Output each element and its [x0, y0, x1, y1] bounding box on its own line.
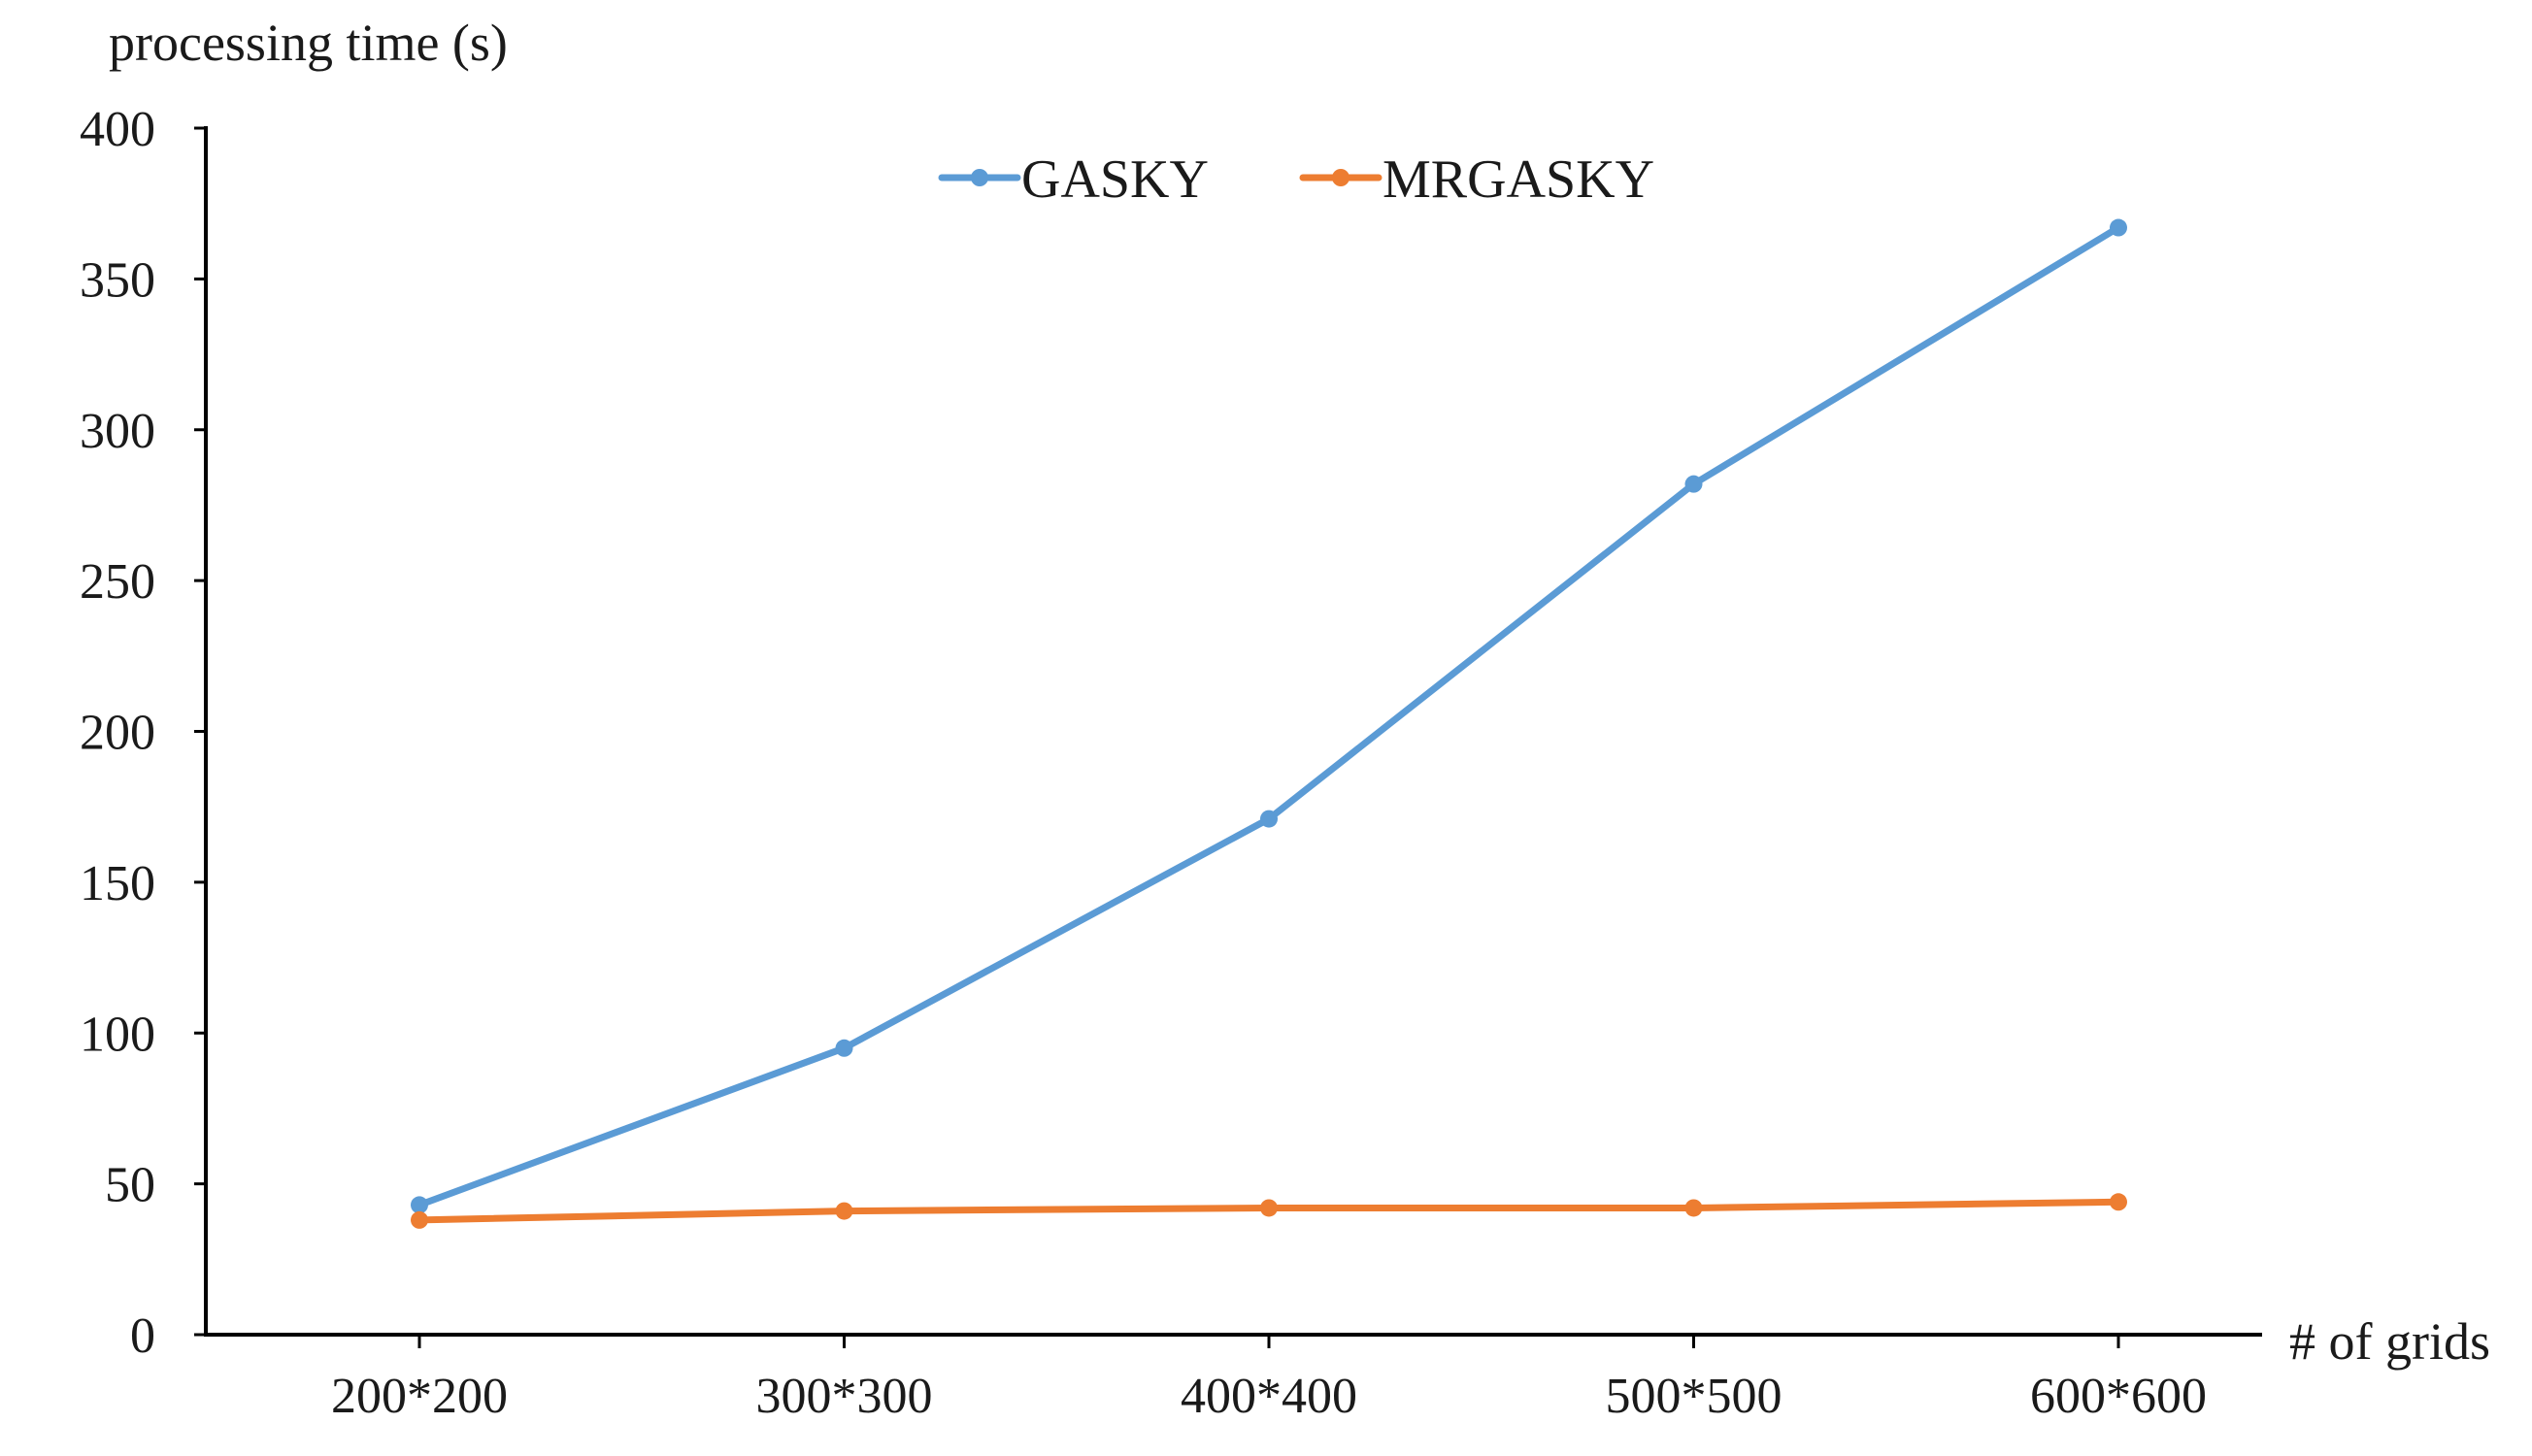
- data-point-gasky: [411, 1196, 428, 1214]
- legend-label-gasky: GASKY: [1021, 149, 1209, 210]
- data-point-gasky: [1684, 475, 1703, 493]
- y-tick-label: 0: [130, 1308, 155, 1364]
- data-point-mrgasky: [835, 1202, 853, 1220]
- data-point-gasky: [835, 1039, 853, 1057]
- series-layer: [411, 218, 2127, 1229]
- x-axis-ticks: 200*200 300*300 400*400 500*500 600*600: [331, 1335, 2207, 1424]
- data-point-mrgasky: [1684, 1199, 1703, 1217]
- data-point-gasky: [2110, 218, 2127, 237]
- data-point-mrgasky: [2110, 1193, 2127, 1211]
- y-tick-label: 350: [80, 252, 155, 308]
- y-axis-title: processing time (s): [109, 14, 508, 72]
- y-tick-label: 400: [80, 102, 155, 157]
- x-tick-label: 200*200: [331, 1369, 508, 1424]
- y-tick-label: 300: [80, 404, 155, 459]
- series-line-gasky: [416, 224, 2122, 1208]
- x-tick-label: 400*400: [1181, 1369, 1357, 1424]
- y-tick-label: 250: [80, 554, 155, 610]
- legend: GASKY MRGASKY: [938, 149, 1654, 210]
- y-tick-label: 150: [80, 856, 155, 911]
- data-point-mrgasky: [1260, 1199, 1278, 1217]
- y-tick-label: 50: [105, 1158, 155, 1213]
- y-axis-ticks: 0 50 100 150 200 250 300 350 400: [80, 102, 206, 1364]
- data-point-gasky: [1260, 810, 1278, 828]
- data-point-mrgasky: [411, 1210, 428, 1229]
- legend-marker-mrgasky: [1332, 169, 1349, 186]
- x-tick-label: 300*300: [756, 1369, 933, 1424]
- y-tick-label: 100: [80, 1007, 155, 1062]
- x-tick-label: 600*600: [2030, 1369, 2207, 1424]
- x-tick-label: 500*500: [1606, 1369, 1782, 1424]
- y-tick-label: 200: [80, 706, 155, 761]
- legend-marker-gasky: [971, 169, 988, 186]
- x-axis-title: # of grids: [2289, 1312, 2490, 1371]
- legend-label-mrgasky: MRGASKY: [1383, 149, 1654, 210]
